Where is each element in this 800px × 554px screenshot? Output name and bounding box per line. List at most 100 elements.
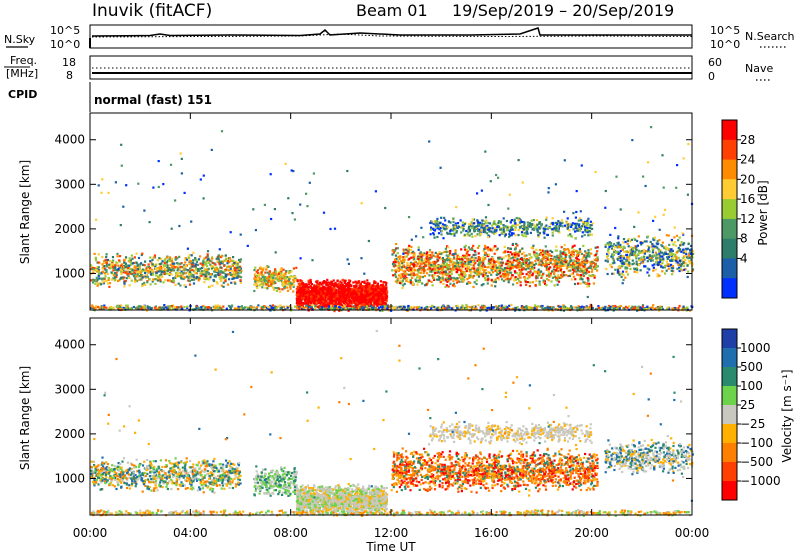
power-cell [191, 278, 194, 281]
power-cell [463, 222, 466, 226]
power-cell [113, 274, 116, 277]
power-cell [467, 262, 470, 265]
power-cell [533, 252, 536, 255]
power-cell [475, 279, 478, 282]
power-cell [384, 281, 387, 284]
power-cell [543, 282, 547, 285]
power-cell [508, 256, 511, 259]
power-cell [493, 261, 496, 264]
power-cell [403, 258, 406, 261]
power-cell [538, 231, 542, 235]
power-cell [464, 262, 467, 265]
power-cell [317, 299, 320, 302]
power-cell [448, 254, 451, 257]
power-cell [550, 254, 553, 257]
power-cell [376, 287, 379, 290]
power-cell [378, 290, 381, 294]
power-cell [319, 304, 322, 307]
power-cell [513, 253, 517, 256]
power-cell [379, 293, 382, 296]
power-cell [567, 269, 570, 272]
power-cell [338, 289, 341, 292]
power-cell [322, 282, 325, 285]
power-cell [518, 225, 522, 229]
power-cell [477, 256, 480, 259]
power-cell [470, 227, 473, 230]
power-cell [164, 279, 167, 282]
power-cell [361, 280, 364, 283]
power-cell [259, 267, 262, 270]
power-cell [345, 285, 348, 288]
power-cell [196, 268, 200, 271]
power-cell [103, 265, 106, 268]
power-cell [461, 265, 465, 268]
power-cell [143, 281, 146, 284]
power-cell [310, 289, 313, 293]
power-cell [418, 275, 421, 278]
power-cell [282, 268, 285, 271]
power-cell [482, 275, 485, 278]
power-cell [433, 236, 436, 239]
power-cell [581, 231, 584, 234]
power-cell [355, 291, 358, 294]
power-cell [219, 279, 222, 282]
power-cell [240, 269, 243, 272]
power-cell [428, 279, 431, 282]
power-cell [559, 253, 562, 256]
power-cell [368, 282, 371, 285]
power-cell [569, 264, 573, 267]
power-cell [429, 270, 432, 273]
power-cell [522, 259, 525, 262]
power-cell [281, 281, 284, 284]
power-cell [553, 262, 556, 265]
power-cell [407, 246, 410, 249]
power-cell [104, 258, 107, 261]
power-cell [460, 255, 463, 259]
power-cell [572, 275, 576, 278]
power-cell [288, 276, 291, 279]
power-cell [329, 286, 332, 289]
power-cell [456, 271, 459, 274]
power-cell [100, 277, 103, 280]
power-cell [100, 283, 103, 286]
power-cell [554, 249, 557, 252]
power-cell [120, 263, 124, 266]
power-cell [187, 256, 190, 259]
power-cell [338, 294, 341, 297]
power-cell [318, 287, 322, 290]
power-cell [107, 282, 110, 285]
power-cell [369, 292, 372, 295]
power-cell [417, 258, 420, 261]
power-cell [231, 269, 234, 272]
power-cell [497, 268, 500, 271]
power-cell [155, 274, 158, 277]
power-cell [120, 270, 123, 273]
power-cell [128, 284, 131, 287]
power-cell [375, 289, 378, 292]
power-cell [529, 257, 532, 260]
power-cell [138, 275, 142, 278]
power-cell [355, 304, 358, 307]
power-cell [344, 287, 347, 290]
power-cell [576, 251, 579, 254]
power-cell [123, 258, 126, 261]
power-cell [462, 262, 465, 265]
power-cell [521, 272, 524, 275]
power-cell [288, 278, 291, 281]
power-cell [90, 268, 93, 271]
power-cell [417, 270, 420, 273]
power-cell [354, 295, 357, 298]
power-cell [446, 259, 449, 262]
power-cell [528, 276, 531, 279]
power-cell [468, 274, 471, 277]
power-cell [503, 269, 506, 272]
power-cell [333, 299, 337, 302]
power-cell [489, 265, 492, 268]
power-cell [401, 273, 404, 276]
power-cell [233, 277, 236, 280]
power-cell [467, 246, 471, 249]
power-cell [465, 269, 468, 273]
power-cell [452, 279, 455, 282]
power-cell [571, 245, 574, 248]
power-cell [545, 277, 549, 280]
